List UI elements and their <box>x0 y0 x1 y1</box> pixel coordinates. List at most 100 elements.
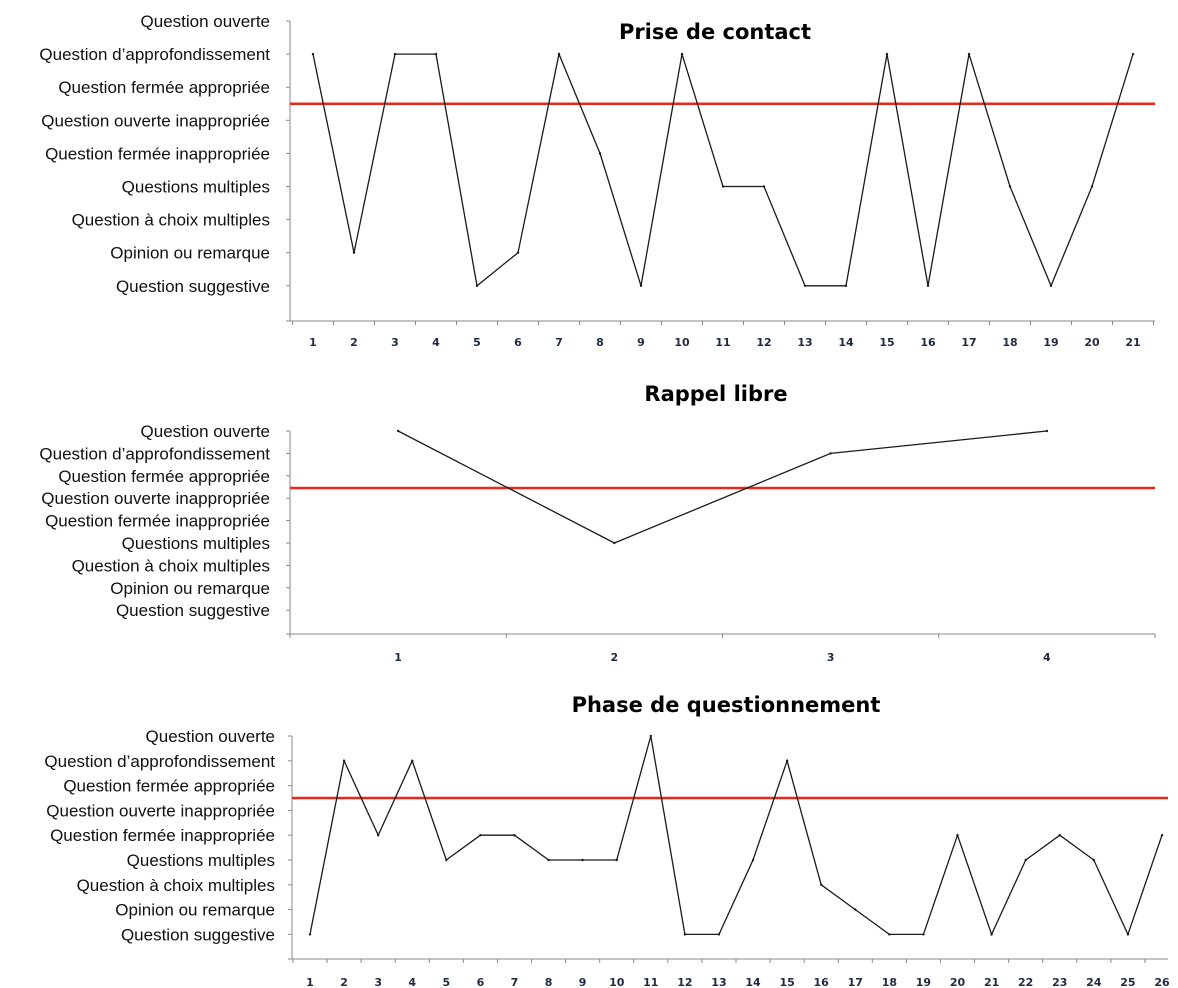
y-tick-label: Questions multiples <box>127 851 275 870</box>
x-tick-label: 21 <box>1125 336 1140 349</box>
x-tick-label: 3 <box>374 976 382 988</box>
data-point <box>1160 834 1164 837</box>
x-tick-label: 17 <box>961 336 976 349</box>
data-point <box>376 834 380 837</box>
data-point <box>820 883 823 886</box>
data-point <box>1090 185 1094 188</box>
data-point <box>844 284 848 287</box>
data-point <box>888 933 891 936</box>
data-point <box>751 858 755 862</box>
y-tick-label: Question à choix multiples <box>72 556 270 575</box>
data-point <box>721 185 725 188</box>
data-point <box>1045 429 1049 433</box>
x-tick-label: 2 <box>350 336 358 349</box>
x-tick-label: 1 <box>309 336 317 349</box>
y-tick-label: Question fermée appropriée <box>58 467 270 486</box>
data-point <box>598 152 602 155</box>
y-tick-label: Question ouverte <box>146 727 275 746</box>
x-tick-label: 10 <box>674 336 690 349</box>
y-tick-label: Questions multiples <box>122 534 270 553</box>
x-tick-label: 19 <box>1043 336 1058 349</box>
y-tick-label: Question suggestive <box>121 925 275 944</box>
x-tick-label: 5 <box>473 336 481 349</box>
x-tick-label: 6 <box>514 336 522 349</box>
x-tick-label: 9 <box>579 976 587 988</box>
y-tick-label: Question d’approfondissement <box>39 444 270 463</box>
y-tick-label: Questions multiples <box>122 178 270 197</box>
x-tick-label: 18 <box>882 976 897 988</box>
x-tick-label: 21 <box>984 976 999 988</box>
x-tick-label: 4 <box>432 336 440 349</box>
y-tick-label: Question fermée inappropriée <box>50 826 275 845</box>
data-point <box>1126 933 1130 936</box>
x-tick-label: 13 <box>711 976 726 988</box>
data-point <box>922 933 925 936</box>
data-point <box>639 284 643 287</box>
data-point <box>1024 858 1027 862</box>
x-tick-label: 14 <box>838 336 854 349</box>
x-tick-label: 6 <box>477 976 485 988</box>
data-point <box>1092 858 1096 862</box>
x-tick-label: 22 <box>1018 976 1033 988</box>
x-tick-label: 18 <box>1002 336 1017 349</box>
x-tick-label: 8 <box>596 336 604 349</box>
y-tick-label: Question ouverte inappropriée <box>41 489 270 508</box>
data-point <box>854 908 857 911</box>
x-tick-label: 7 <box>511 976 519 988</box>
x-tick-label: 4 <box>1043 651 1051 664</box>
x-tick-label: 11 <box>715 336 730 349</box>
data-point <box>1058 834 1061 837</box>
y-tick-label: Question fermée inappropriée <box>45 512 270 531</box>
data-point <box>926 284 930 287</box>
data-point <box>1008 185 1012 188</box>
x-tick-label: 1 <box>306 976 314 988</box>
x-tick-label: 12 <box>677 976 692 988</box>
data-point <box>352 251 356 254</box>
x-tick-label: 14 <box>745 976 761 988</box>
data-point <box>396 429 400 433</box>
data-point <box>680 52 684 56</box>
x-tick-label: 10 <box>609 976 625 988</box>
data-point <box>411 759 414 762</box>
y-tick-label: Opinion ou remarque <box>110 244 270 263</box>
x-tick-label: 20 <box>950 976 966 988</box>
x-tick-label: 1 <box>394 651 402 664</box>
chart-title: Prise de contact <box>619 20 811 44</box>
data-point <box>885 52 889 56</box>
data-point <box>1131 52 1135 56</box>
data-point <box>479 834 482 837</box>
data-point <box>717 933 721 936</box>
data-point <box>803 284 807 287</box>
x-tick-label: 25 <box>1120 976 1135 988</box>
x-tick-label: 17 <box>848 976 863 988</box>
data-point <box>434 52 438 56</box>
y-tick-label: Question fermée appropriée <box>63 777 275 796</box>
x-tick-label: 19 <box>916 976 931 988</box>
data-point <box>683 933 687 936</box>
y-tick-label: Question d’approfondissement <box>44 752 275 771</box>
x-tick-label: 2 <box>340 976 348 988</box>
y-tick-label: Question fermée inappropriée <box>45 144 270 163</box>
x-tick-label: 20 <box>1084 336 1100 349</box>
y-tick-label: Question fermée appropriée <box>58 78 270 97</box>
x-tick-label: 16 <box>920 336 936 349</box>
x-tick-label: 4 <box>408 976 416 988</box>
y-tick-label: Question suggestive <box>116 277 270 296</box>
data-point <box>342 759 346 762</box>
data-point <box>649 734 652 738</box>
x-tick-label: 9 <box>637 336 645 349</box>
y-tick-label: Question à choix multiples <box>72 211 270 230</box>
chart-title: Phase de questionnement <box>572 693 881 717</box>
data-point <box>513 834 516 837</box>
data-point <box>393 52 397 56</box>
y-tick-label: Question ouverte inappropriée <box>41 111 270 130</box>
x-tick-label: 3 <box>827 651 835 664</box>
y-tick-label: Question ouverte <box>141 422 270 441</box>
chart-title: Rappel libre <box>644 382 787 406</box>
data-point <box>956 834 959 837</box>
x-tick-label: 5 <box>442 976 450 988</box>
x-tick-label: 23 <box>1052 976 1067 988</box>
x-tick-label: 2 <box>611 651 619 664</box>
y-tick-label: Question d’approfondissement <box>39 45 270 64</box>
